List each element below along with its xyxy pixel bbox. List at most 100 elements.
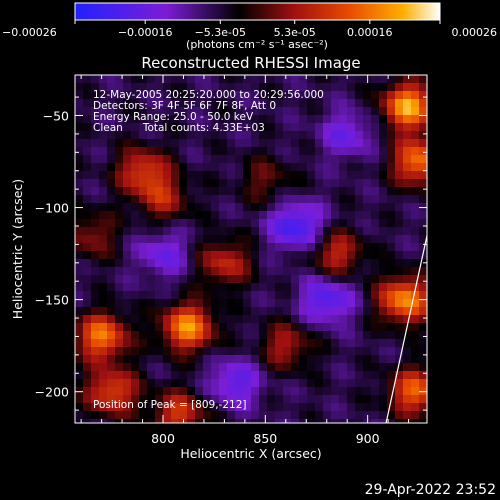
heatmap-cell [139,283,147,291]
heatmap-cell [171,123,179,131]
heatmap-cell [251,219,259,227]
heatmap-cell [315,139,323,147]
heatmap-cell [131,403,139,411]
heatmap-cell [403,75,411,83]
heatmap-cell [227,395,235,403]
heatmap-cell [179,339,187,347]
heatmap-cell [211,75,219,83]
heatmap-cell [235,355,243,363]
heatmap-cell [371,187,379,195]
heatmap-cell [75,251,83,259]
heatmap-cell [283,363,291,371]
heatmap-cell [395,363,403,371]
heatmap-cell [75,227,83,235]
heatmap-cell [131,379,139,387]
heatmap-cell [307,195,315,203]
heatmap-cell [339,227,347,235]
heatmap-cell [251,171,259,179]
heatmap-cell [403,107,411,115]
heatmap-cell [99,259,107,267]
heatmap-cell [315,187,323,195]
heatmap-cell [187,91,195,99]
heatmap-cell [283,243,291,251]
heatmap-cell [387,99,395,107]
heatmap-cell [275,275,283,283]
heatmap-cell [107,235,115,243]
heatmap-cell [307,315,315,323]
heatmap-cell [187,211,195,219]
heatmap-cell [371,203,379,211]
heatmap-cell [363,107,371,115]
y-tick-label: −200 [35,385,69,400]
heatmap-cell [195,395,203,403]
heatmap-cell [347,379,355,387]
heatmap-cell [75,75,83,83]
annotation-clean-counts: Clean Total counts: 4.33E+03 [93,122,265,134]
heatmap-cell [195,347,203,355]
heatmap-cell [107,179,115,187]
heatmap-cell [147,219,155,227]
heatmap-cell [331,99,339,107]
heatmap-cell [411,171,419,179]
heatmap-cell [75,315,83,323]
heatmap-cell [211,267,219,275]
heatmap-cell [299,187,307,195]
heatmap-cell [299,147,307,155]
heatmap-cell [179,411,187,419]
heatmap-cell [291,83,299,91]
heatmap-cell [99,251,107,259]
heatmap-cell [307,259,315,267]
heatmap-cell [227,235,235,243]
heatmap-cell [107,107,115,115]
heatmap-cell [331,267,339,275]
heatmap-cell [363,323,371,331]
heatmap-cell [251,347,259,355]
heatmap-cell [171,251,179,259]
heatmap-cell [115,219,123,227]
heatmap-cell [147,339,155,347]
heatmap-cell [339,307,347,315]
heatmap-cell [419,299,427,307]
heatmap-cell [75,411,83,419]
heatmap-cell [355,99,363,107]
heatmap-cell [363,163,371,171]
heatmap-cell [91,211,99,219]
heatmap-cell [139,99,147,107]
heatmap-cell [363,243,371,251]
heatmap-cell [403,251,411,259]
heatmap-cell [243,259,251,267]
heatmap-cell [179,155,187,163]
heatmap-cell [371,251,379,259]
heatmap-cell [91,179,99,187]
heatmap-cell [171,155,179,163]
heatmap-cell [219,307,227,315]
heatmap-cell [419,371,427,379]
heatmap-cell [363,371,371,379]
heatmap-cell [219,243,227,251]
heatmap-cell [171,331,179,339]
heatmap-cell [299,83,307,91]
heatmap-cell [219,339,227,347]
heatmap-cell [379,363,387,371]
heatmap-cell [299,315,307,323]
heatmap-cell [243,315,251,323]
heatmap-cell [283,75,291,83]
heatmap-cell [403,275,411,283]
heatmap-cell [331,291,339,299]
heatmap-cell [115,291,123,299]
heatmap-cell [339,331,347,339]
heatmap-cell [411,91,419,99]
heatmap-cell [107,131,115,139]
heatmap-cell [107,283,115,291]
heatmap-cell [419,163,427,171]
heatmap-cell [179,371,187,379]
heatmap-cell [387,371,395,379]
heatmap-cell [235,83,243,91]
heatmap-cell [275,307,283,315]
heatmap-cell [403,227,411,235]
heatmap-cell [419,379,427,387]
heatmap-cell [331,347,339,355]
heatmap-cell [347,323,355,331]
heatmap-cell [251,379,259,387]
heatmap-cell [387,147,395,155]
